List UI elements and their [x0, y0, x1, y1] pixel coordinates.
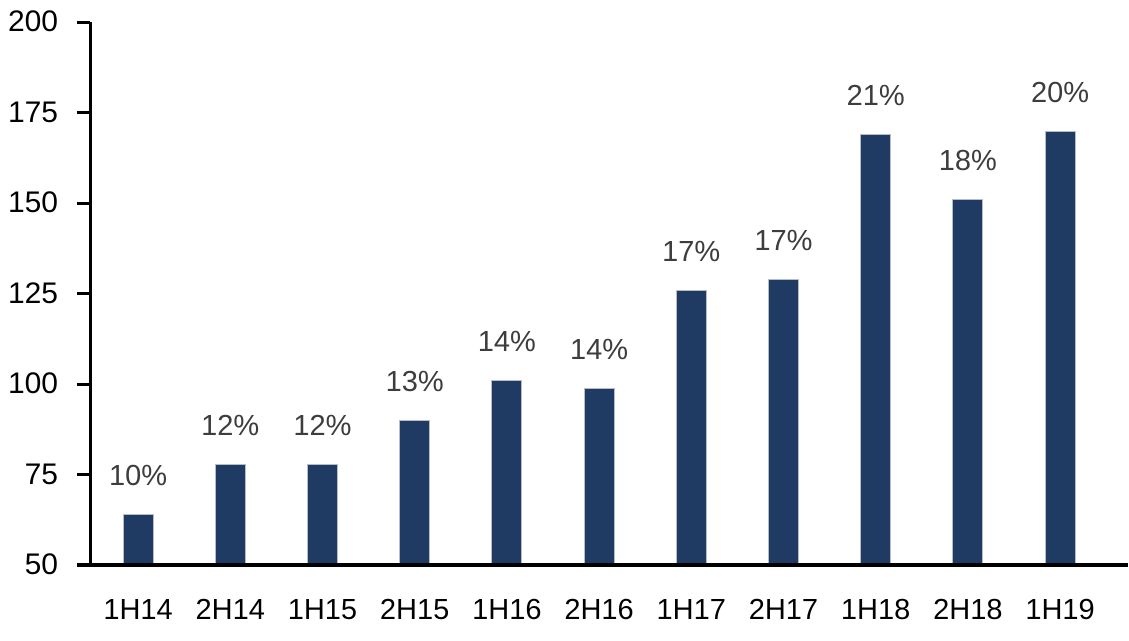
y-axis-line: [89, 22, 92, 567]
x-axis-tick-label: 1H14: [103, 594, 173, 626]
y-axis-tick: [77, 111, 90, 114]
y-axis-tick-label: 125: [7, 276, 58, 310]
y-axis-tick: [77, 473, 90, 476]
y-axis-tick: [77, 382, 90, 386]
bar-1H17: [675, 289, 707, 563]
bar-value-label: 17%: [662, 235, 721, 268]
y-axis-tick: [77, 292, 90, 295]
x-axis-tick-label: 2H16: [564, 594, 634, 626]
y-axis-tick-label: 50: [24, 548, 58, 581]
bar-1H19: [1044, 130, 1076, 563]
x-axis-tick-label: 1H18: [840, 594, 911, 626]
bar-1H18: [860, 134, 892, 563]
bar-2H14: [214, 463, 246, 563]
y-axis-tick-label: 75: [24, 457, 58, 491]
bar-value-label: 12%: [201, 409, 260, 442]
x-axis-tick-label: 1H15: [287, 594, 358, 626]
bar-1H15: [306, 463, 338, 563]
x-axis-tick-label: 2H18: [933, 594, 1003, 626]
bar-2H17: [767, 279, 799, 563]
x-axis-tick-label: 1H19: [1025, 594, 1095, 626]
bar-value-label: 14%: [477, 326, 536, 359]
bar-2H16: [583, 387, 615, 563]
x-axis-line: [77, 563, 1128, 567]
x-axis-tick-label: 1H16: [472, 594, 542, 626]
bar-2H15: [399, 420, 431, 563]
y-axis-tick-label: 150: [7, 186, 58, 219]
y-axis-tick-label: 100: [7, 367, 58, 400]
x-axis-tick-label: 2H14: [195, 594, 265, 626]
y-axis-tick: [77, 201, 90, 205]
bar-value-label: 21%: [846, 80, 905, 113]
bar-2H18: [952, 199, 984, 563]
y-axis-tick-label: 200: [7, 5, 58, 38]
x-axis-tick-label: 1H17: [656, 594, 726, 626]
bar-value-label: 14%: [569, 333, 629, 366]
bar-value-label: 20%: [1030, 76, 1090, 109]
y-axis-tick-label: 175: [7, 95, 58, 129]
bar-1H16: [491, 380, 523, 563]
bar-value-label: 10%: [108, 460, 168, 493]
y-axis-tick: [77, 20, 90, 24]
x-axis-tick-label: 2H15: [379, 594, 450, 626]
bar-value-label: 18%: [938, 145, 997, 178]
x-axis-tick-label: 2H17: [748, 594, 819, 626]
bar-value-label: 17%: [754, 225, 813, 258]
bar-1H14: [122, 514, 154, 563]
bar-value-label: 12%: [293, 409, 352, 442]
bar-value-label: 13%: [385, 366, 444, 399]
